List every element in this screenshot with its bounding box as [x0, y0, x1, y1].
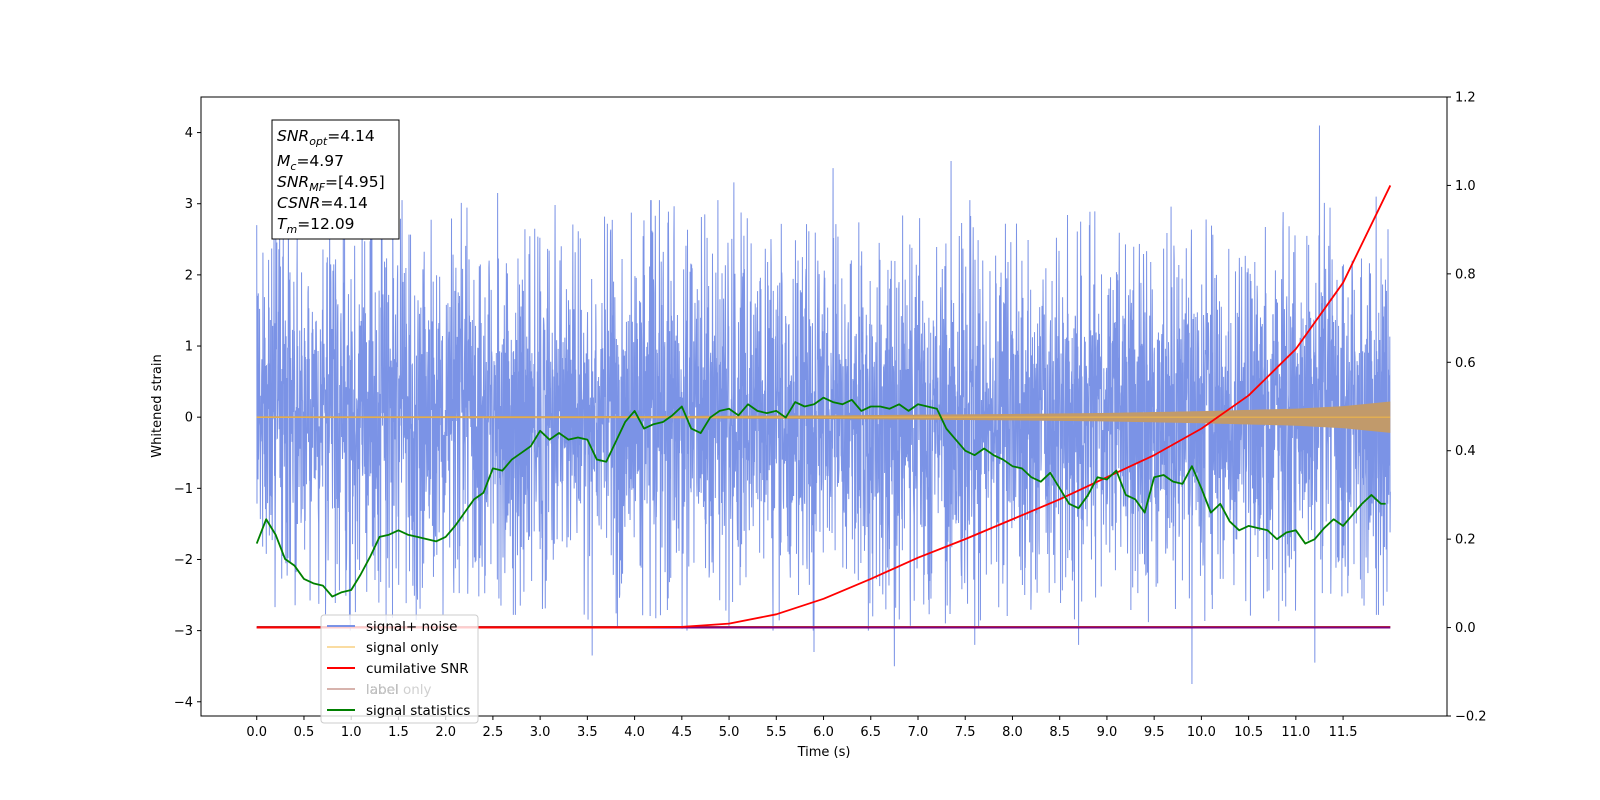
x-tick-label: 3.0 [530, 725, 551, 740]
annotation-box [271, 119, 400, 240]
y-axis-right: −0.2 0.0 0.2 0.4 0.6 0.8 1.0 1.2 [1447, 91, 1487, 725]
y-left-tick-label: −4 [174, 695, 193, 710]
annotation-line: Tm=12.09 [277, 215, 355, 236]
x-axis-label: Time (s) [797, 745, 851, 760]
x-tick-label: 7.5 [955, 725, 976, 740]
series-signal-statistics [255, 396, 1386, 598]
x-tick-label: 2.5 [483, 725, 504, 740]
x-tick-label: 8.0 [1002, 725, 1023, 740]
x-tick-label: 8.5 [1049, 725, 1070, 740]
x-tick-label: 10.5 [1234, 725, 1263, 740]
legend: signal+ noise signal only cumilative SNR la… [320, 614, 479, 724]
y-right-tick-label: 1.0 [1455, 179, 1476, 194]
legend-box [320, 614, 479, 724]
y-right-tick-label: 0.2 [1455, 533, 1476, 548]
x-tick-label: 4.5 [671, 725, 692, 740]
y-left-tick-label: 1 [185, 340, 193, 355]
x-tick-label: 2.0 [435, 725, 456, 740]
x-tick-label: 6.5 [860, 725, 881, 740]
series-signal-plus-noise [256, 125, 1391, 684]
annotation-line: CSNR=4.14 [277, 194, 368, 212]
x-tick-label: 0.0 [246, 725, 267, 740]
series-cumulative-snr [256, 185, 1392, 629]
x-tick-label: 1.0 [341, 725, 362, 740]
y-right-tick-label: 0.4 [1455, 444, 1476, 459]
x-tick-label: 6.0 [813, 725, 834, 740]
y-axis-left-label: Whitened strain [150, 354, 165, 457]
legend-label: signal only [366, 640, 439, 656]
y-right-tick-label: 0.6 [1455, 356, 1476, 371]
x-tick-label: 10.0 [1187, 725, 1216, 740]
x-tick-label: 5.0 [719, 725, 740, 740]
x-tick-label: 7.0 [908, 725, 929, 740]
y-left-tick-label: 2 [185, 268, 193, 283]
y-left-tick-label: −2 [174, 553, 193, 568]
y-right-tick-label: 1.2 [1455, 91, 1476, 106]
y-right-tick-label: −0.2 [1455, 710, 1487, 725]
annotation-line: Mc=4.97 [277, 152, 344, 173]
y-left-tick-label: 3 [185, 197, 193, 212]
annotation-line: SNRopt=4.14 [277, 127, 375, 148]
y-left-tick-label: 4 [185, 126, 193, 141]
annotation-line: SNRMF=[4.95] [277, 173, 385, 194]
x-tick-label: 11.0 [1281, 725, 1310, 740]
x-tick-label: 0.5 [294, 725, 315, 740]
legend-label: label [366, 682, 399, 698]
x-tick-label: 1.5 [388, 725, 409, 740]
legend-label: signal statistics [366, 703, 470, 719]
y-right-tick-label: 0.0 [1455, 621, 1476, 636]
x-axis: 0.0 0.5 1.0 1.5 2.0 2.5 3.0 3.5 4.0 4.5 5.0 5.5 6.0 6… [246, 716, 1358, 740]
legend-label: cumilative SNR [366, 661, 469, 677]
y-left-tick-label: −3 [174, 624, 193, 639]
x-tick-label: 4.0 [624, 725, 645, 740]
y-left-tick-label: −1 [174, 482, 193, 497]
x-tick-label: 5.5 [766, 725, 787, 740]
y-right-tick-label: 0.8 [1455, 267, 1476, 282]
x-tick-label: 3.5 [577, 725, 598, 740]
y-left-tick-label: 0 [185, 411, 193, 426]
x-tick-label: 11.5 [1329, 725, 1358, 740]
x-tick-label: 9.0 [1097, 725, 1118, 740]
x-tick-label: 9.5 [1144, 725, 1165, 740]
y-axis-left: −4 −3 −2 −1 0 1 2 3 4 [174, 126, 201, 710]
legend-label: signal+ noise [366, 619, 457, 635]
legend-label: label only [366, 682, 432, 698]
